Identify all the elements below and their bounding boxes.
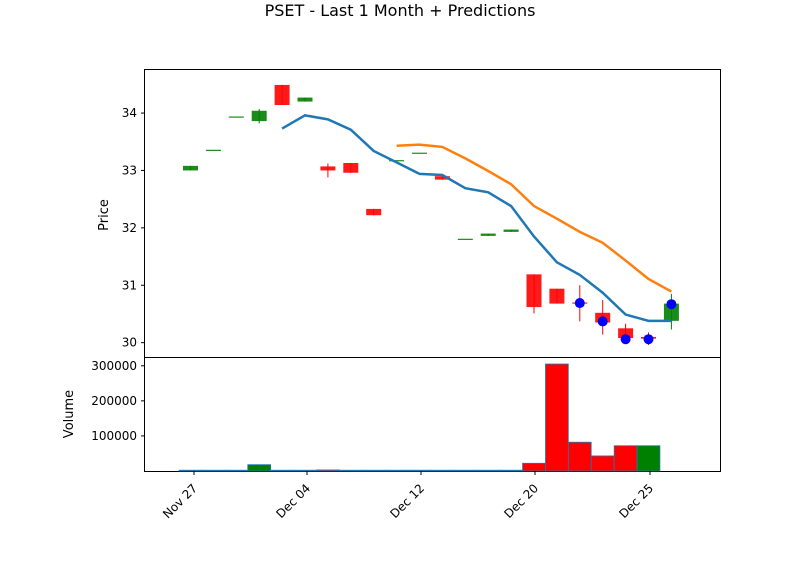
price-y-tick-label: 34 (122, 106, 137, 120)
x-tick-label: Nov 27 (160, 481, 200, 521)
candle-body (251, 110, 267, 122)
volume-bar (522, 462, 546, 472)
volume-bar (430, 469, 455, 472)
price-y-tick-label: 32 (122, 221, 137, 235)
candle-body (274, 84, 290, 106)
chart-title: PSET - Last 1 Month + Predictions (265, 1, 536, 20)
x-tick-label: Dec 04 (273, 481, 313, 521)
candle-body (389, 160, 405, 162)
price-axis-label: Price (97, 199, 112, 231)
volume-bar (613, 445, 638, 472)
prediction-point (620, 334, 631, 345)
price-y-tick-label: 31 (122, 278, 137, 292)
volume-y-tick-label: 100000 (91, 429, 137, 443)
candle-body (457, 238, 473, 240)
x-axis: Nov 27 Dec 04 Dec 12 Dec 20 Dec 25 (160, 471, 656, 521)
x-tick-label: Dec 12 (387, 481, 427, 521)
prediction-point (666, 299, 677, 310)
candle-body (434, 176, 450, 180)
prediction-point (643, 334, 654, 345)
price-frame (144, 69, 721, 358)
candle-body (228, 116, 244, 118)
sma-long-line (396, 143, 673, 293)
candle-body (366, 208, 382, 216)
x-tick-label: Dec 20 (501, 481, 541, 521)
price-y-tick-label: 30 (122, 336, 137, 350)
volume-panel: 100000 200000 300000 Volume (62, 357, 721, 472)
x-tick-label: Dec 25 (616, 481, 656, 521)
candle-body (183, 165, 198, 171)
volume-bar (476, 469, 500, 472)
volume-bar (568, 441, 592, 472)
candle-body (320, 166, 336, 171)
candle-body (503, 229, 519, 232)
volume-bar (453, 469, 478, 472)
volume-bar (270, 469, 294, 472)
volume-bar (590, 455, 615, 472)
candle-body (480, 233, 496, 236)
price-marks (183, 84, 679, 345)
volume-bar (201, 469, 226, 472)
volume-marks (178, 363, 661, 472)
candle-body (663, 303, 679, 321)
volume-bar (178, 469, 203, 472)
volume-bar (499, 469, 523, 472)
volume-bar (247, 464, 272, 472)
volume-bar (224, 469, 249, 472)
volume-bar (545, 363, 569, 472)
sma-short-line (281, 114, 672, 323)
volume-bar (361, 469, 386, 472)
volume-bar (636, 445, 661, 472)
volume-bar (338, 469, 363, 472)
price-y-tick-label: 33 (122, 163, 137, 177)
prediction-point (597, 316, 608, 327)
candle-body (618, 328, 634, 339)
volume-bar (316, 469, 340, 472)
candle-body (412, 152, 427, 154)
candle-body (526, 274, 542, 308)
volume-axis-label: Volume (62, 390, 77, 438)
volume-y-tick-label: 300000 (91, 359, 137, 373)
prediction-point (574, 298, 585, 309)
candle-body (343, 162, 359, 173)
volume-y-axis: 100000 200000 300000 (91, 359, 145, 443)
volume-bar (407, 469, 432, 472)
price-panel: 30 31 32 33 34 Price (97, 69, 721, 358)
candle-body (297, 97, 313, 102)
volume-frame (144, 357, 721, 472)
candle-body (549, 288, 565, 304)
volume-y-tick-label: 200000 (91, 394, 137, 408)
candle-body (205, 149, 221, 151)
volume-bar (384, 469, 409, 472)
price-y-axis: 30 31 32 33 34 (122, 106, 145, 350)
volume-bar (293, 469, 317, 472)
